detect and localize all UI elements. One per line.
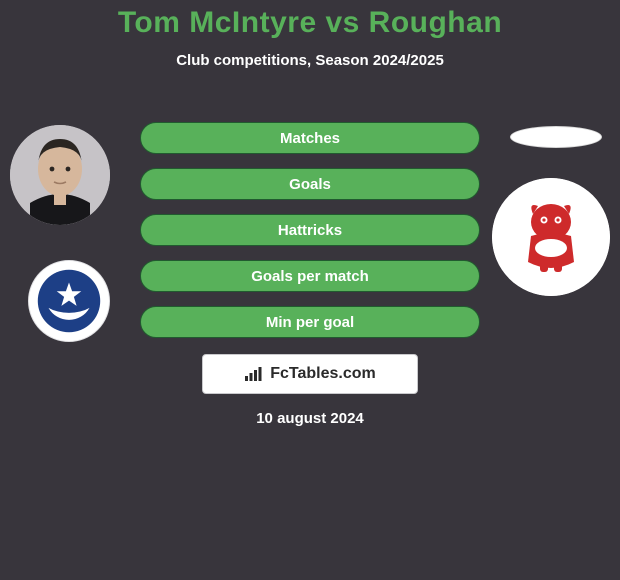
comparison-card: Tom McIntyre vs Roughan Club competition… <box>0 0 620 580</box>
page-title: Tom McIntyre vs Roughan <box>0 0 620 40</box>
bar-chart-icon <box>244 366 264 382</box>
portsmouth-badge-icon <box>29 260 109 342</box>
subtitle: Club competitions, Season 2024/2025 <box>0 52 620 69</box>
player-left-photo <box>10 125 110 225</box>
watermark: FcTables.com <box>202 354 418 394</box>
club-left-badge <box>28 260 110 342</box>
player-right-badge <box>492 178 610 296</box>
stat-bar-goals: Goals <box>140 168 480 200</box>
lincoln-badge-icon <box>492 178 610 296</box>
stat-bar-goals-per-match: Goals per match <box>140 260 480 292</box>
player-left-avatar <box>10 125 110 225</box>
date-text: 10 august 2024 <box>256 410 364 427</box>
watermark-text: FcTables.com <box>270 365 376 383</box>
stat-bar-list: Matches Goals Hattricks Goals per match … <box>140 122 480 338</box>
player-right-placeholder <box>510 126 602 148</box>
stat-bar-matches: Matches <box>140 122 480 154</box>
stat-bar-hattricks: Hattricks <box>140 214 480 246</box>
stat-bar-min-per-goal: Min per goal <box>140 306 480 338</box>
